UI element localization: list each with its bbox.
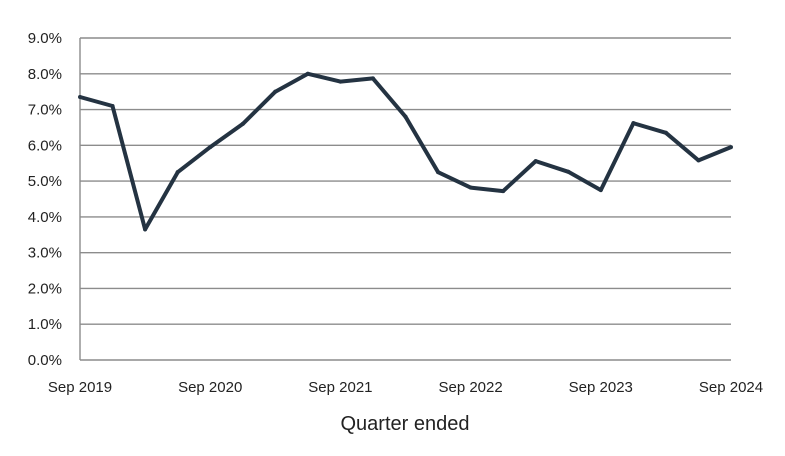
y-tick-label: 5.0% xyxy=(28,173,62,190)
x-tick-label: Sep 2021 xyxy=(308,379,372,396)
data-point xyxy=(631,121,636,126)
data-point xyxy=(598,188,603,193)
x-tick-label: Sep 2022 xyxy=(438,379,502,396)
x-tick-label: Sep 2019 xyxy=(48,379,112,396)
data-point xyxy=(338,79,343,84)
x-axis-title: Quarter ended xyxy=(341,413,470,435)
data-point xyxy=(273,89,278,94)
series-group xyxy=(78,71,733,232)
data-point xyxy=(501,189,506,194)
x-tick-label: Sep 2023 xyxy=(569,379,633,396)
data-point xyxy=(533,159,538,164)
x-tick-label: Sep 2020 xyxy=(178,379,242,396)
data-point xyxy=(208,145,213,150)
data-point xyxy=(729,145,733,150)
data-point xyxy=(403,114,408,119)
data-point xyxy=(305,71,310,76)
data-point xyxy=(663,130,668,135)
y-tick-label: 9.0% xyxy=(28,30,62,47)
data-point xyxy=(696,158,701,163)
y-axis-tick-labels: 0.0% 1.0% 2.0% 3.0% 4.0% 5.0% 6.0% 7.0% 8.0% 9.0% xyxy=(28,30,62,369)
y-tick-label: 1.0% xyxy=(28,316,62,333)
data-point xyxy=(143,227,148,232)
data-point xyxy=(78,95,82,100)
y-tick-label: 6.0% xyxy=(28,137,62,154)
gridlines xyxy=(79,37,731,361)
y-tick-label: 7.0% xyxy=(28,102,62,119)
y-tick-label: 3.0% xyxy=(28,245,62,262)
data-point xyxy=(436,170,441,175)
y-tick-label: 0.0% xyxy=(28,352,62,369)
data-point xyxy=(110,103,115,108)
data-point xyxy=(175,170,180,175)
series-line xyxy=(79,71,732,232)
data-point xyxy=(468,185,473,190)
y-tick-label: 2.0% xyxy=(28,280,62,297)
x-axis-tick-labels: Sep 2019 Sep 2020 Sep 2021 Sep 2022 Sep 2023… xyxy=(48,379,763,396)
data-point xyxy=(240,121,245,126)
data-point xyxy=(370,76,375,81)
y-tick-label: 4.0% xyxy=(28,209,62,226)
x-tick-label: Sep 2024 xyxy=(699,379,763,396)
data-point xyxy=(566,169,571,174)
y-tick-label: 8.0% xyxy=(28,66,62,83)
